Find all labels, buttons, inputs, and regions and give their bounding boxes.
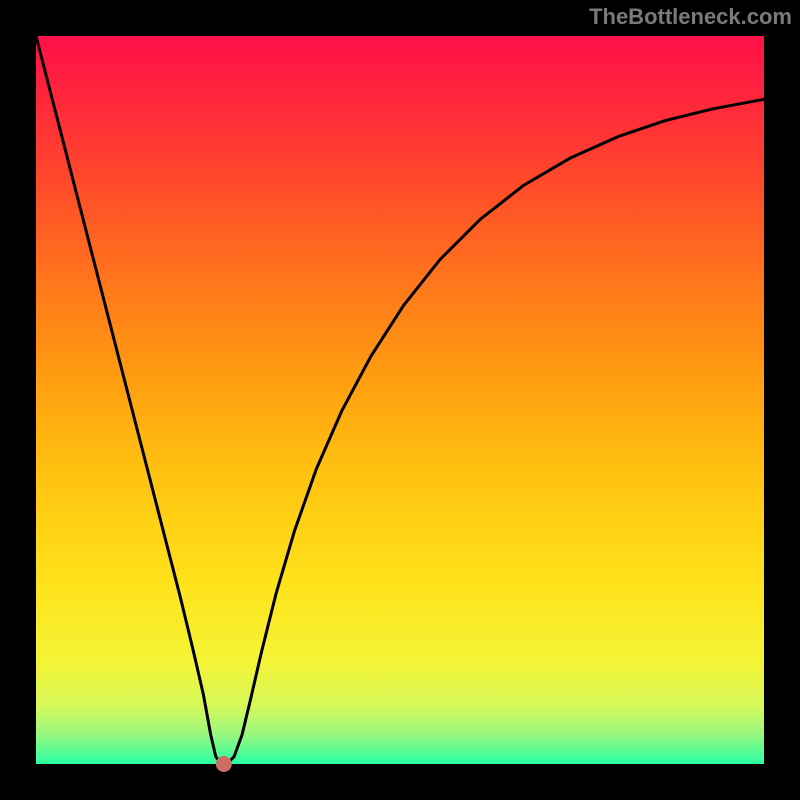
minimum-marker	[216, 756, 232, 772]
chart-frame: TheBottleneck.com	[0, 0, 800, 800]
plot-background	[36, 36, 764, 764]
watermark-text: TheBottleneck.com	[589, 4, 792, 30]
chart-svg	[0, 0, 800, 800]
